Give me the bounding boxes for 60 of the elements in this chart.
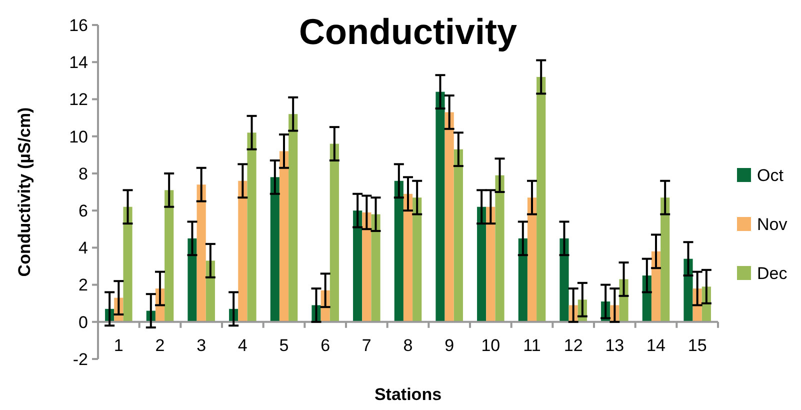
bar xyxy=(164,190,174,322)
bar xyxy=(247,132,256,322)
y-tick-label: 6 xyxy=(78,202,88,221)
bar xyxy=(353,210,362,322)
x-axis-title: Stations xyxy=(374,385,442,404)
bar xyxy=(330,144,339,322)
y-tick-label: 16 xyxy=(69,16,88,35)
legend-label: Oct xyxy=(757,166,784,185)
bar xyxy=(196,184,206,322)
y-tick-label: 0 xyxy=(78,312,88,332)
bar xyxy=(362,212,372,322)
bar xyxy=(518,238,528,322)
x-tick-label: 4 xyxy=(238,336,248,355)
y-tick-label: -2 xyxy=(72,350,88,369)
bar xyxy=(188,238,197,322)
bar xyxy=(486,206,496,322)
y-tick-label: 10 xyxy=(69,127,88,146)
bar xyxy=(412,198,422,322)
bar xyxy=(123,206,132,322)
x-tick-label: 6 xyxy=(320,336,330,355)
bar xyxy=(279,151,289,322)
y-tick-label: 4 xyxy=(78,238,88,258)
x-tick-label: 14 xyxy=(646,336,666,355)
x-tick-label: 12 xyxy=(564,336,583,355)
bar xyxy=(238,180,248,322)
x-tick-label: 8 xyxy=(403,336,413,355)
chart-title: Conductivity xyxy=(298,11,518,52)
bar xyxy=(527,198,537,322)
x-tick-label: 7 xyxy=(362,336,372,355)
y-tick-label: 12 xyxy=(69,90,88,110)
y-tick-label: 2 xyxy=(78,276,88,295)
x-tick-label: 13 xyxy=(605,336,624,355)
legend-label: Dec xyxy=(757,264,788,283)
bar xyxy=(454,149,463,322)
bar xyxy=(444,112,454,322)
bar xyxy=(651,251,661,322)
x-tick-label: 10 xyxy=(481,336,500,355)
bar xyxy=(403,194,413,322)
x-tick-label: 11 xyxy=(523,336,541,355)
x-tick-label: 1 xyxy=(114,336,124,355)
y-axis-title: Conductivity (µS/cm) xyxy=(15,107,34,277)
bar xyxy=(495,175,504,322)
y-tick-label: 8 xyxy=(78,164,88,184)
legend-label: Nov xyxy=(757,214,788,234)
bar xyxy=(371,214,380,322)
bar xyxy=(684,258,693,322)
x-tick-label: 2 xyxy=(155,336,165,355)
bar xyxy=(477,206,486,322)
bar xyxy=(394,180,404,322)
bar xyxy=(288,114,298,322)
x-tick-label: 5 xyxy=(279,336,289,355)
bar xyxy=(436,92,445,322)
x-tick-label: 15 xyxy=(688,336,707,355)
x-tick-label: 3 xyxy=(196,336,206,355)
y-tick-label: 14 xyxy=(69,53,88,72)
bar xyxy=(536,76,546,322)
x-tick-label: 9 xyxy=(444,336,454,355)
bar xyxy=(660,198,670,322)
bar xyxy=(270,177,280,322)
bar xyxy=(560,238,569,322)
